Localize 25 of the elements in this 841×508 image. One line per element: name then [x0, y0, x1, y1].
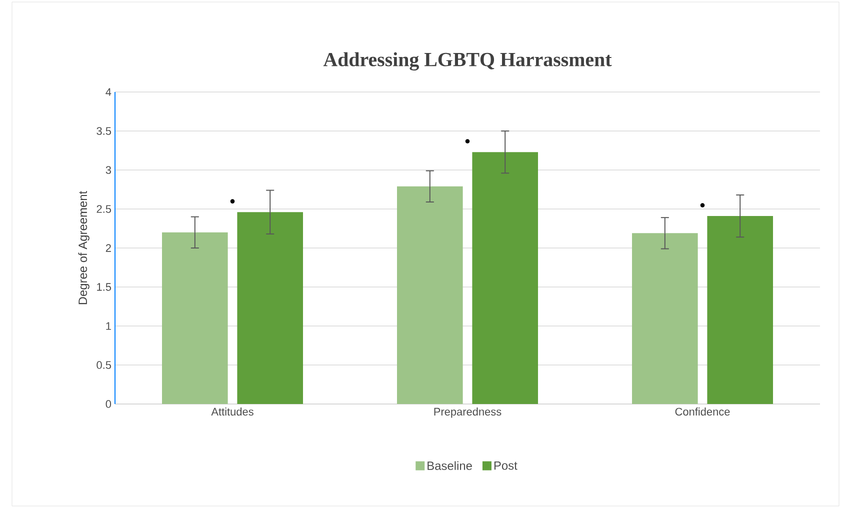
y-tick-label: 1.5 — [97, 283, 112, 291]
legend-label: Post — [494, 461, 518, 470]
y-axis-title: Degree of Agreement — [78, 190, 90, 304]
y-tick-label: 1 — [106, 322, 111, 330]
y-tick-label: 3.5 — [96, 127, 112, 135]
bar — [632, 233, 698, 404]
chart-title: Addressing LGBTQ Harrassment — [323, 52, 612, 70]
annotation: • — [230, 199, 235, 204]
y-tick-label: 0 — [106, 400, 112, 408]
x-tick-label: Attitudes — [211, 408, 254, 416]
y-tick-label: 3 — [106, 166, 111, 174]
bar — [162, 232, 228, 404]
y-tick-label: 0.5 — [96, 361, 112, 369]
annotation: • — [465, 139, 470, 144]
legend-label: Baseline — [428, 461, 472, 470]
bar — [707, 216, 774, 404]
x-tick-label: Confidence — [675, 408, 730, 416]
bar — [472, 152, 538, 404]
bar — [397, 186, 463, 404]
y-tick-label: 4 — [106, 88, 112, 96]
y-tick-label: 2.5 — [96, 205, 112, 213]
x-tick-label: Preparedness — [434, 408, 502, 418]
annotation: • — [700, 203, 705, 208]
y-tick-label: 2 — [106, 244, 111, 252]
bar — [237, 212, 304, 404]
